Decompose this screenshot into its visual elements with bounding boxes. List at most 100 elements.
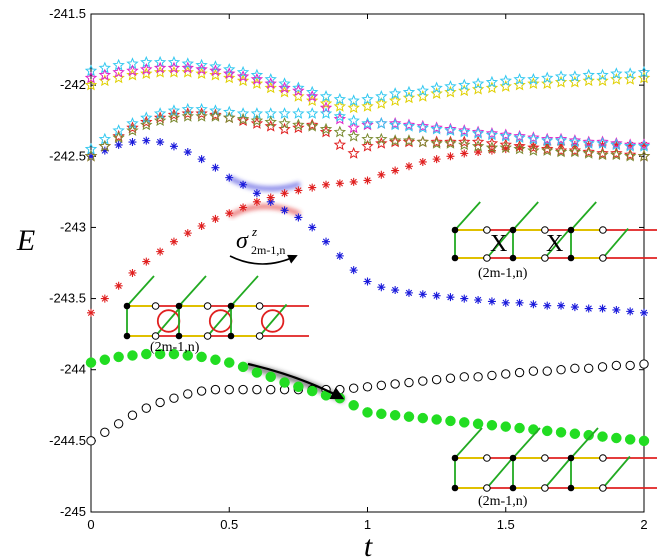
point-blue [474,295,483,304]
point-upper-red-star [527,141,540,154]
point-yellow [361,99,374,112]
sigma-arrow [229,254,298,265]
point-blue [404,288,413,297]
lattice-diagonal [486,228,513,259]
point-lower-olive [84,149,98,162]
lattice-diagonal [570,201,597,231]
point-lower-cyan [623,139,637,152]
point-upper-red-star [278,122,291,135]
lattice-site-filled [567,254,575,262]
point-cyan [554,70,568,82]
point-lower-cyan [319,107,333,119]
point-green [362,407,373,418]
point-blue [640,308,648,317]
point-blue [557,301,566,310]
lattice-site-open [599,226,607,234]
point-green [624,434,636,445]
lattice-diagonal [230,275,259,307]
series-ground [86,359,649,446]
point-magenta [416,119,429,132]
sigma-subscript: 2m-1,n [251,243,285,257]
lattice-site-open [541,226,549,234]
point-blue [239,180,248,189]
point-lower-cyan [292,107,305,119]
point-magenta [153,61,167,74]
point-yellow [513,78,526,91]
point-green [611,432,622,444]
point-upper-red-star [319,125,333,138]
point-green [376,408,387,420]
site-label-bottom-right: (2m-1,n) [478,494,528,509]
point-magenta [333,112,347,125]
point-lower-olive [347,129,360,142]
series-lower-olive [84,109,651,162]
point-ground [169,393,179,403]
point-yellow [375,97,388,109]
point-green [514,422,525,434]
point-upper-red-star [568,144,582,156]
lattice-site-filled [175,332,183,340]
point-lower-cyan [596,136,609,149]
point-blue [225,173,234,182]
point-blue [211,163,220,172]
x-tick-label: 1.5 [497,517,515,532]
point-cyan [444,80,457,92]
point-magenta [541,132,554,145]
sigma-superscript: z [251,224,257,239]
point-lower-cyan [402,119,416,132]
point-magenta [458,124,471,136]
point-magenta [637,138,651,151]
lattice-inset-x-marks [451,201,657,262]
lattice-site-filled [123,302,131,310]
point-yellow [140,67,153,80]
lattice-site-filled [175,302,183,310]
point-green [99,354,111,366]
lattice-site-filled [227,302,235,310]
point-red [446,152,455,161]
point-cyan [236,65,250,78]
point-cyan [153,55,167,68]
point-lower-olive [430,136,443,149]
point-blue [183,148,192,157]
lattice-diagonal [570,427,599,459]
point-ground [348,383,359,393]
point-red [142,257,151,266]
point-green [403,411,415,422]
point-red [432,155,441,164]
point-lower-olive [278,117,291,129]
point-lower-olive [444,136,457,149]
point-blue [460,294,469,303]
point-red [349,177,358,186]
point-upper-red-star [430,135,443,148]
point-cyan [430,81,443,94]
point-ground [141,403,152,413]
point-magenta [319,101,333,114]
lattice-inset-plain [451,427,657,492]
point-ground [431,374,442,385]
point-cyan [361,92,374,105]
point-lower-olive [264,115,277,128]
point-red [128,268,137,277]
y-tick-label: -245 [60,504,86,519]
point-green [597,431,608,442]
point-magenta [195,62,208,75]
point-upper-red-star [610,146,623,159]
point-green [638,435,650,447]
point-lower-olive [416,135,429,148]
lattice-site-open [483,454,491,462]
point-blue [612,305,621,314]
point-lower-cyan [444,124,457,136]
point-cyan [181,57,194,70]
point-magenta [485,127,499,139]
point-lower-olive [98,139,112,152]
point-green [389,409,401,421]
point-blue [363,277,372,286]
point-upper-red-star [292,121,305,134]
point-lower-olive [167,111,181,124]
point-red [114,281,123,290]
point-lower-olive [223,111,236,124]
transition-arrow [247,362,345,400]
point-lower-olive [596,148,609,161]
point-cyan [471,77,485,89]
